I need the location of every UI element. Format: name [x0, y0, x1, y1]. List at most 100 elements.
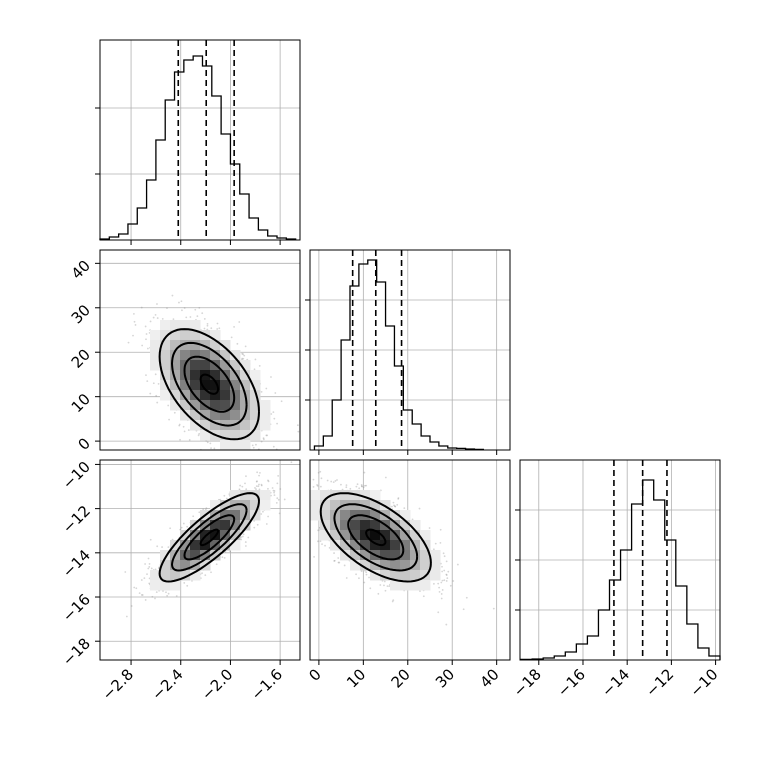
scatter-p2-p3-sample-point	[438, 590, 441, 593]
scatter-p2-p3-sample-point	[445, 623, 448, 626]
scatter-p1-p2-density-cell	[230, 380, 241, 391]
scatter-p2-p3-density-cell	[370, 520, 381, 531]
scatter-p1-p3-density-cell	[210, 550, 221, 561]
scatter-p2-p3-density-cell	[350, 540, 361, 551]
scatter-p1-p2-density-cell	[230, 360, 241, 371]
scatter-p1-p2-sample-point	[172, 318, 175, 321]
scatter-p1-p2-sample-point	[244, 345, 247, 348]
scatter-p2-p3-sample-point	[358, 577, 360, 580]
scatter-p1-p3-sample-point	[221, 556, 224, 559]
scatter-p2-p3-density-cell	[380, 560, 391, 571]
scatter-p1-p3-sample-point	[279, 488, 282, 490]
scatter-p1-p2-sample-point	[187, 429, 190, 431]
scatter-p1-p2-sample-point	[258, 364, 261, 367]
scatter-p2-p3-sample-point	[462, 608, 465, 611]
scatter-p1-p3-sample-point	[275, 501, 278, 504]
scatter-p1-p3-sample-point	[186, 525, 189, 528]
scatter-p2-p3-sample-point	[439, 528, 442, 531]
scatter-p2-p3-density-cell	[370, 510, 381, 521]
scatter-p1-p3-sample-point	[242, 533, 245, 536]
scatter-p1-p3-sample-point	[238, 488, 241, 491]
scatter-p1-p3-sample-point	[150, 567, 153, 570]
scatter-p1-p2-sample-point	[206, 322, 209, 325]
scatter-p2-p3-sample-point	[369, 587, 372, 590]
scatter-p1-p2-density-cell	[210, 420, 221, 431]
scatter-p1-p2-density-cell	[260, 410, 271, 421]
scatter-p2-p3-sample-point	[340, 483, 342, 486]
scatter-p2-p3-sample-point	[365, 484, 368, 487]
scatter-p2-p3-density-cell	[350, 530, 361, 541]
scatter-p1-p2-sample-point	[141, 344, 144, 347]
scatter-p1-p2-density-cell	[240, 370, 251, 381]
scatter-p1-p3-sample-point	[290, 461, 293, 464]
scatter-p2-p3-sample-point	[319, 540, 322, 543]
scatter-p1-p2-sample-point	[171, 294, 174, 297]
scatter-p2-p3-density-cell	[310, 500, 321, 511]
scatter-p1-p3-sample-point	[198, 511, 201, 514]
scatter-p2-p3-density-cell	[340, 540, 351, 551]
scatter-p1-p2-sample-point	[238, 321, 241, 323]
scatter-p1-p2-sample-point	[144, 325, 147, 328]
scatter-p2-p3-sample-point	[388, 585, 391, 588]
scatter-p1-p2-density-cell	[200, 430, 211, 441]
scatter-p1-p2-sample-point	[149, 320, 152, 323]
scatter-p1-p2-density-cell	[160, 340, 171, 351]
scatter-p2-p3-density-cell	[380, 550, 391, 561]
scatter-p2-p3-density-cell	[350, 560, 361, 571]
scatter-p1-p2-sample-point	[242, 357, 245, 360]
scatter-p1-p3-density-cell	[160, 550, 171, 561]
scatter-p2-p3-density-cell	[410, 580, 421, 591]
scatter-p1-p2-contour-line	[170, 341, 248, 427]
scatter-p1-p2-density-cell	[210, 340, 221, 351]
scatter-p1-p2-sample-point	[155, 394, 158, 397]
hist-p1-histogram	[99, 55, 297, 240]
scatter-p1-p2-sample-point	[145, 338, 147, 341]
scatter-p1-p3-sample-point	[267, 515, 269, 518]
scatter-p1-p2-sample-point	[236, 342, 239, 345]
scatter-p1-p3-sample-point	[165, 591, 167, 594]
scatter-p1-p3-density-cell	[170, 570, 181, 581]
scatter-p1-p3-sample-point	[256, 480, 258, 483]
scatter-p1-p2-density-cell	[250, 410, 261, 421]
scatter-p1-p2-sample-point	[145, 374, 147, 377]
scatter-p1-p3-sample-point	[257, 485, 260, 488]
scatter-p2-p3-sample-point	[445, 574, 448, 576]
scatter-p1-p2-density-cell	[150, 340, 161, 351]
scatter-p2-p3-sample-point	[391, 600, 394, 603]
scatter-p1-p2-sample-point	[145, 333, 148, 335]
scatter-p2-p3-sample-point	[330, 480, 333, 483]
scatter-p1-p2-density-cell	[170, 380, 181, 391]
scatter-p2-p3-sample-point	[356, 483, 359, 486]
scatter-p1-p2-density-cell	[240, 400, 251, 411]
scatter-p1-p3-plot-area	[124, 461, 293, 618]
scatter-p2-p3-sample-point	[319, 485, 322, 488]
scatter-p2-p3-sample-point	[443, 555, 446, 558]
scatter-p1-p2-density-cell	[200, 350, 211, 361]
scatter-p1-p3-density-cell	[230, 540, 241, 551]
scatter-p1-p3-density-cell	[190, 550, 201, 561]
scatter-p1-p3-sample-point	[192, 515, 195, 518]
scatter-p2-p3-density-cell	[410, 530, 421, 541]
scatter-p2-p3-sample-point	[439, 541, 442, 544]
scatter-p1-p3-sample-point	[277, 498, 280, 501]
scatter-p1-p3-sample-point	[149, 538, 152, 541]
scatter-p1-p2-density-cell	[210, 390, 221, 401]
scatter-p1-p2-sample-point	[181, 309, 183, 312]
scatter-p2-p3-density-cell	[400, 530, 411, 541]
scatter-p1-p3-density-cell	[240, 490, 251, 501]
scatter-p2-p3-sample-point	[360, 485, 363, 488]
scatter-p2-p3-density-cell	[380, 530, 391, 541]
scatter-p2-p3-sample-point	[441, 589, 444, 591]
scatter-p1-p2-density-cell	[170, 350, 181, 361]
scatter-p2-p3-sample-point	[355, 485, 358, 488]
scatter-p2-p3-sample-point	[358, 487, 361, 490]
scatter-p2-p3-density-cell	[370, 530, 381, 541]
scatter-p2-p3-density-cell	[390, 550, 401, 561]
scatter-p1-p2-sample-point	[218, 327, 221, 330]
scatter-p2-p3-sample-point	[449, 584, 452, 587]
scatter-p1-p3-sample-point	[210, 571, 212, 574]
scatter-p1-p3-density-cell	[180, 560, 191, 571]
scatter-p2-p3-density-cell	[390, 530, 401, 541]
scatter-p2-p3-sample-point	[394, 505, 397, 508]
